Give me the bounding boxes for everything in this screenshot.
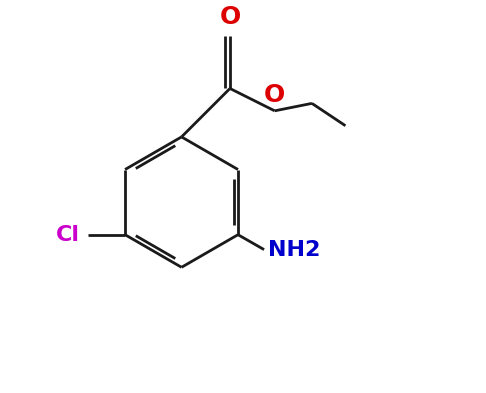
Text: O: O	[264, 83, 285, 107]
Text: NH2: NH2	[268, 240, 320, 260]
Text: O: O	[219, 5, 241, 29]
Text: Cl: Cl	[56, 225, 80, 245]
